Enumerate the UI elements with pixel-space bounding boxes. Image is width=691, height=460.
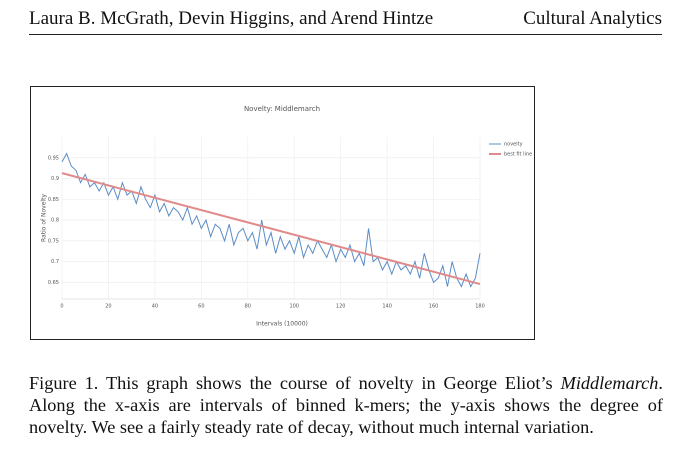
x-tick-label: 140 [382,304,392,310]
x-axis-label: Intervals (10000) [256,321,308,328]
figure: Novelty: Middlemarch Intervals (10000) R… [30,86,535,340]
y-tick-label: 0.8 [51,218,59,224]
y-tick-label: 0.85 [48,197,59,203]
x-tick-label: 20 [105,304,111,310]
y-tick-label: 0.7 [51,259,59,265]
x-tick-label: 160 [429,304,439,310]
caption-text: . Along the x-axis are intervals of binn… [29,373,663,437]
y-tick-label: 0.65 [48,280,59,286]
y-tick-label: 0.75 [48,238,59,244]
x-tick-label: 60 [198,304,204,310]
legend-label: novelty [504,142,523,148]
chart-title: Novelty: Middlemarch [244,105,320,113]
caption-work: Middlemarch [560,373,659,393]
x-tick-label: 180 [475,304,485,310]
header-rule [29,34,662,35]
x-tick-label: 80 [245,304,251,310]
header-journal: Cultural Analytics [523,8,662,29]
y-axis-label: Ratio of Novelty [41,194,48,242]
x-tick-label: 100 [289,304,299,310]
caption-text: Figure 1. This graph shows the course of… [29,373,561,393]
y-tick-label: 0.95 [48,155,59,161]
x-tick-label: 120 [336,304,346,310]
caption: Figure 1. This graph shows the course of… [29,372,663,438]
legend-label: best fit line [504,152,532,158]
header-authors: Laura B. McGrath, Devin Higgins, and Are… [29,8,434,29]
series-line [61,172,481,286]
y-tick-label: 0.9 [51,176,59,182]
x-tick-label: 40 [152,304,158,310]
x-tick-label: 0 [60,304,63,310]
